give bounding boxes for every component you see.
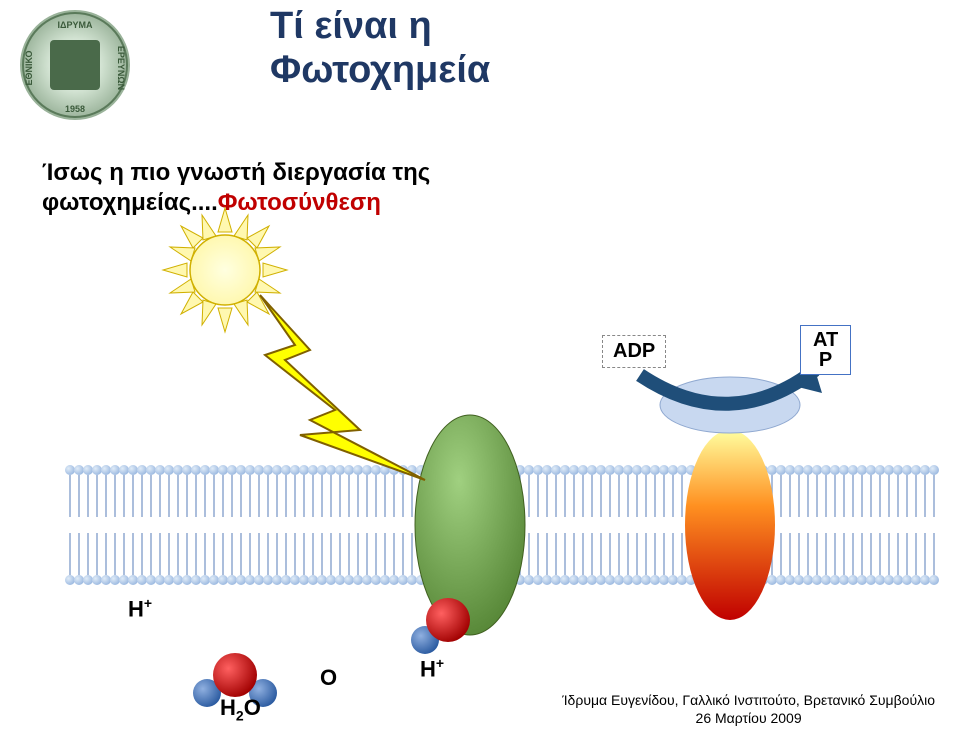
- logo-circle: ΙΔΡΥΜΑ 1958 ΕΘΝΙΚΟ ΕΡΕΥΝΩΝ: [20, 10, 130, 120]
- photosynthesis-diagram: ADP ATP Η+ Η+ Η2Ο Ο: [0, 195, 960, 715]
- svg-text:ΕΘΝΙΚΟ: ΕΘΝΙΚΟ: [24, 50, 34, 85]
- h2o-label: Η2Ο: [220, 695, 261, 723]
- svg-text:ΕΡΕΥΝΩΝ: ΕΡΕΥΝΩΝ: [116, 46, 126, 90]
- footer-line1: Ίδρυμα Ευγενίδου, Γαλλικό Ινστιτούτο, Βρ…: [562, 692, 935, 708]
- logo-svg: ΙΔΡΥΜΑ 1958 ΕΘΝΙΚΟ ΕΡΕΥΝΩΝ: [20, 10, 130, 120]
- svg-text:1958: 1958: [65, 104, 85, 114]
- split-molecule: [411, 598, 470, 654]
- h-plus-label-2: Η+: [420, 655, 444, 682]
- o-label: Ο: [320, 665, 337, 691]
- atp-label: ATP: [800, 325, 851, 375]
- lightning-bolt-icon: [260, 295, 425, 480]
- logo: ΙΔΡΥΜΑ 1958 ΕΘΝΙΚΟ ΕΡΕΥΝΩΝ: [20, 10, 140, 130]
- title-line1: Τί είναι η: [270, 5, 432, 47]
- svg-text:ΙΔΡΥΜΑ: ΙΔΡΥΜΑ: [58, 20, 93, 30]
- adp-label: ADP: [602, 335, 666, 368]
- h-plus-label-1: Η+: [128, 595, 152, 622]
- footer: Ίδρυμα Ευγενίδου, Γαλλικό Ινστιτούτο, Βρ…: [562, 691, 935, 727]
- footer-line2: 26 Μαρτίου 2009: [696, 710, 802, 726]
- title-line2: Φωτοχημεία: [270, 49, 490, 91]
- photosystem-oval: [415, 415, 525, 635]
- sun-icon: [163, 208, 287, 332]
- page-title: Τί είναι η Φωτοχημεία: [270, 5, 490, 92]
- diagram-svg: [0, 195, 960, 715]
